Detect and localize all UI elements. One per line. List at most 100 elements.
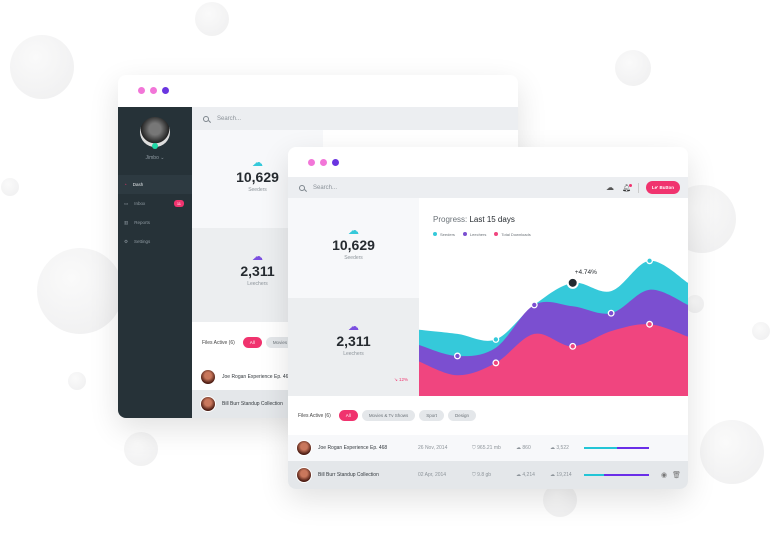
user-name: Jimbo	[145, 155, 159, 161]
decor-bubble	[37, 248, 123, 334]
files-title: Files Active (6)	[202, 339, 235, 346]
search-input[interactable]: Search...	[217, 115, 242, 122]
filter-design[interactable]: Design	[448, 410, 477, 421]
data-point[interactable]	[530, 301, 538, 309]
file-date: 26 Nov, 2014	[418, 445, 448, 451]
size-value: 9.8 gb	[477, 472, 492, 478]
avatar	[296, 467, 312, 483]
file-name: Joe Rogan Experience Ep. 468	[222, 374, 292, 380]
front-window: Search... ☁ 🔔︎ Le' Button ☁ 10,629 Seede…	[288, 147, 688, 489]
leechers-value: 4,214	[522, 472, 535, 478]
progress-bar	[584, 447, 649, 449]
chart-title-range: Last 15 days	[469, 215, 515, 224]
divider	[637, 182, 639, 193]
chart-title-prefix: Progress:	[433, 215, 468, 224]
decor-bubble	[1, 178, 19, 196]
storage-icon: ⛉	[472, 472, 476, 478]
avatar[interactable]	[140, 117, 170, 149]
search-input[interactable]: Search...	[313, 184, 338, 191]
legend-item[interactable]: Seeders	[433, 232, 455, 237]
upload-icon: ☁	[550, 445, 555, 451]
decor-bubble	[124, 432, 158, 466]
search-bar[interactable]: Search...	[192, 107, 518, 130]
data-point[interactable]	[569, 342, 577, 350]
cloud-download-icon: ☁	[252, 251, 263, 263]
sidebar-item-label: Reports	[134, 220, 151, 225]
sidebar-item-inbox[interactable]: ▭ Inbox 11	[118, 194, 192, 213]
decor-bubble	[195, 2, 229, 36]
table-row[interactable]: Joe Rogan Experience Ep. 468 26 Nov, 201…	[288, 435, 688, 461]
data-point[interactable]	[453, 352, 461, 360]
window-controls	[138, 87, 169, 94]
leechers-cell: ☁ 860	[516, 445, 550, 451]
leechers-label: Leechers	[247, 281, 268, 287]
sidebar-item-dash[interactable]: ◔ Dash	[118, 175, 192, 194]
download-icon: ☁	[516, 445, 521, 451]
window-dot[interactable]	[138, 87, 145, 94]
highlight-point[interactable]	[566, 276, 579, 289]
gear-icon: ⚙	[124, 238, 129, 244]
legend-item[interactable]: Leechers	[462, 232, 487, 237]
leechers-label: Leechers	[343, 351, 364, 357]
filter-all[interactable]: All	[338, 410, 358, 421]
filter-all[interactable]: All	[242, 337, 262, 348]
data-point[interactable]	[607, 309, 615, 317]
sidebar-item-settings[interactable]: ⚙ Settings	[118, 232, 192, 251]
seeders-label: Seeders	[344, 255, 363, 261]
decor-bubble	[615, 50, 651, 86]
leechers-value: 860	[522, 445, 531, 451]
files-title: Files Active (6)	[298, 412, 331, 419]
sidebar-item-reports[interactable]: ▥ Reports	[118, 213, 192, 232]
sidebar-item-label: Inbox	[134, 201, 146, 206]
leechers-card: ☁ 2,311 Leechers ↘ 12%	[288, 298, 419, 396]
cloud-download-icon: ☁	[348, 321, 359, 333]
cloud-sync-icon[interactable]: ☁	[606, 183, 615, 192]
notification-bell-icon[interactable]: 🔔︎	[622, 183, 632, 192]
decor-bubble	[68, 372, 86, 390]
annotation-label: +4.74%	[575, 269, 597, 276]
chart-legend: Seeders Leechers Total Downloads	[433, 232, 531, 237]
file-size: ⛉ 965.21 mb	[472, 445, 516, 451]
sidebar: Jimbo ⌄ ◔ Dash ▭ Inbox 11 ▥ Reports ⚙ Setting…	[118, 107, 192, 418]
seeders-cell: ☁ 19,214	[550, 472, 584, 478]
avatar	[296, 440, 312, 456]
window-controls	[308, 159, 339, 166]
search-bar[interactable]: Search... ☁ 🔔︎ Le' Button	[288, 177, 688, 198]
data-point[interactable]	[492, 359, 500, 367]
legend-item[interactable]: Total Downloads	[494, 232, 531, 237]
area-total-downloads	[419, 324, 688, 396]
chart-title: Progress: Last 15 days	[433, 215, 515, 224]
seeders-value: 3,522	[556, 445, 569, 451]
filter-movies[interactable]: Movies	[265, 337, 295, 348]
decor-bubble	[700, 420, 764, 484]
file-date: 02 Apr, 2014	[418, 472, 447, 478]
trash-icon[interactable]: 🗑︎	[672, 472, 681, 479]
dashboard-icon: ◔	[124, 182, 127, 187]
avatar	[200, 369, 216, 385]
window-dot[interactable]	[150, 87, 157, 94]
legend-label: Leechers	[469, 232, 487, 237]
window-dot[interactable]	[162, 87, 169, 94]
leechers-count: 2,311	[336, 333, 371, 349]
window-dot[interactable]	[308, 159, 315, 166]
online-status-icon	[152, 143, 158, 149]
data-point[interactable]	[646, 257, 654, 265]
sidebar-item-label: Settings	[134, 239, 151, 244]
view-icon[interactable]: ◉	[661, 472, 668, 479]
data-point[interactable]	[492, 335, 500, 343]
legend-label: Seeders	[440, 232, 455, 237]
data-point[interactable]	[646, 320, 654, 328]
decor-bubble	[752, 322, 770, 340]
cloud-upload-icon: ☁	[348, 225, 359, 237]
seeders-cell: ☁ 3,522	[550, 445, 584, 451]
download-icon: ☁	[516, 472, 521, 478]
table-row[interactable]: Bill Burr Standup Collection 02 Apr, 201…	[288, 461, 688, 489]
le-button[interactable]: Le' Button	[645, 181, 680, 194]
window-dot[interactable]	[320, 159, 327, 166]
filter-sport[interactable]: Sport	[419, 410, 445, 421]
size-value: 965.21 mb	[477, 445, 501, 451]
user-menu[interactable]: Jimbo ⌄	[145, 155, 165, 161]
window-dot[interactable]	[332, 159, 339, 166]
filter-movies-tv[interactable]: Movies & Tv Shows	[361, 410, 416, 421]
seeders-card: ☁ 10,629 Seeders	[288, 198, 419, 298]
